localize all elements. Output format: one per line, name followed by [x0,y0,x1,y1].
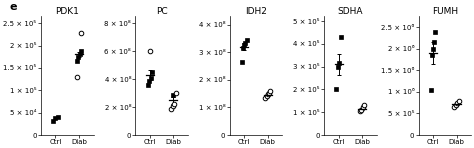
Title: FUMH: FUMH [432,7,458,16]
Text: e: e [9,2,17,12]
Title: SDHA: SDHA [337,7,363,16]
Title: IDH2: IDH2 [245,7,267,16]
Title: PC: PC [156,7,167,16]
Title: PDK1: PDK1 [55,7,79,16]
